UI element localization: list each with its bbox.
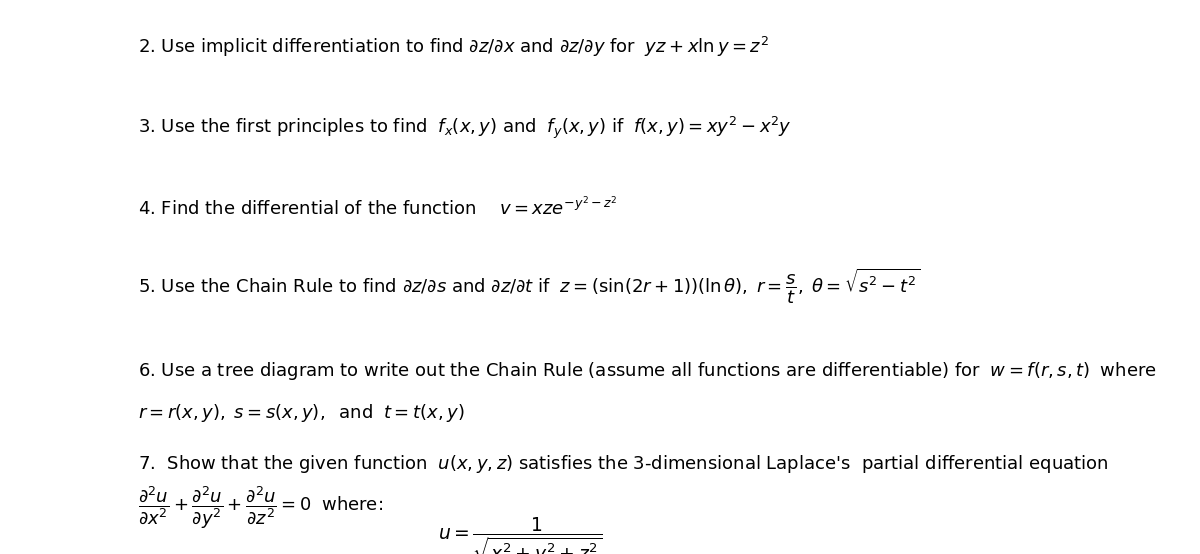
- Text: 2. Use implicit differentiation to find $\partial z/\partial x$ and $\partial z/: 2. Use implicit differentiation to find …: [138, 35, 769, 59]
- Text: 3. Use the first principles to find $\;f_x(x,y)$ and $\;f_y(x,y)$ if $\;f(x, y) : 3. Use the first principles to find $\;f…: [138, 114, 792, 141]
- Text: $\dfrac{\partial^2 u}{\partial x^2} + \dfrac{\partial^2 u}{\partial y^2} + \dfra: $\dfrac{\partial^2 u}{\partial x^2} + \d…: [138, 485, 383, 531]
- Text: 6. Use a tree diagram to write out the Chain Rule (assume all functions are diff: 6. Use a tree diagram to write out the C…: [138, 360, 1157, 382]
- Text: $u = \dfrac{1}{\sqrt{x^2 + y^2 + z^2}}$: $u = \dfrac{1}{\sqrt{x^2 + y^2 + z^2}}$: [438, 516, 602, 554]
- Text: $r = r(x, y),\; s = s(x, y),\;$ and $\;t = t(x, y)$: $r = r(x, y),\; s = s(x, y),\;$ and $\;t…: [138, 402, 464, 424]
- Text: 7.  Show that the given function $\;u(x, y, z)$ satisfies the 3-dimensional Lapl: 7. Show that the given function $\;u(x, …: [138, 453, 1109, 475]
- Text: 5. Use the Chain Rule to find $\partial z/\partial s$ and $\partial z/\partial t: 5. Use the Chain Rule to find $\partial …: [138, 267, 920, 306]
- Text: 4. Find the differential of the function $\quad v = xze^{-y^2-z^2}$: 4. Find the differential of the function…: [138, 196, 618, 219]
